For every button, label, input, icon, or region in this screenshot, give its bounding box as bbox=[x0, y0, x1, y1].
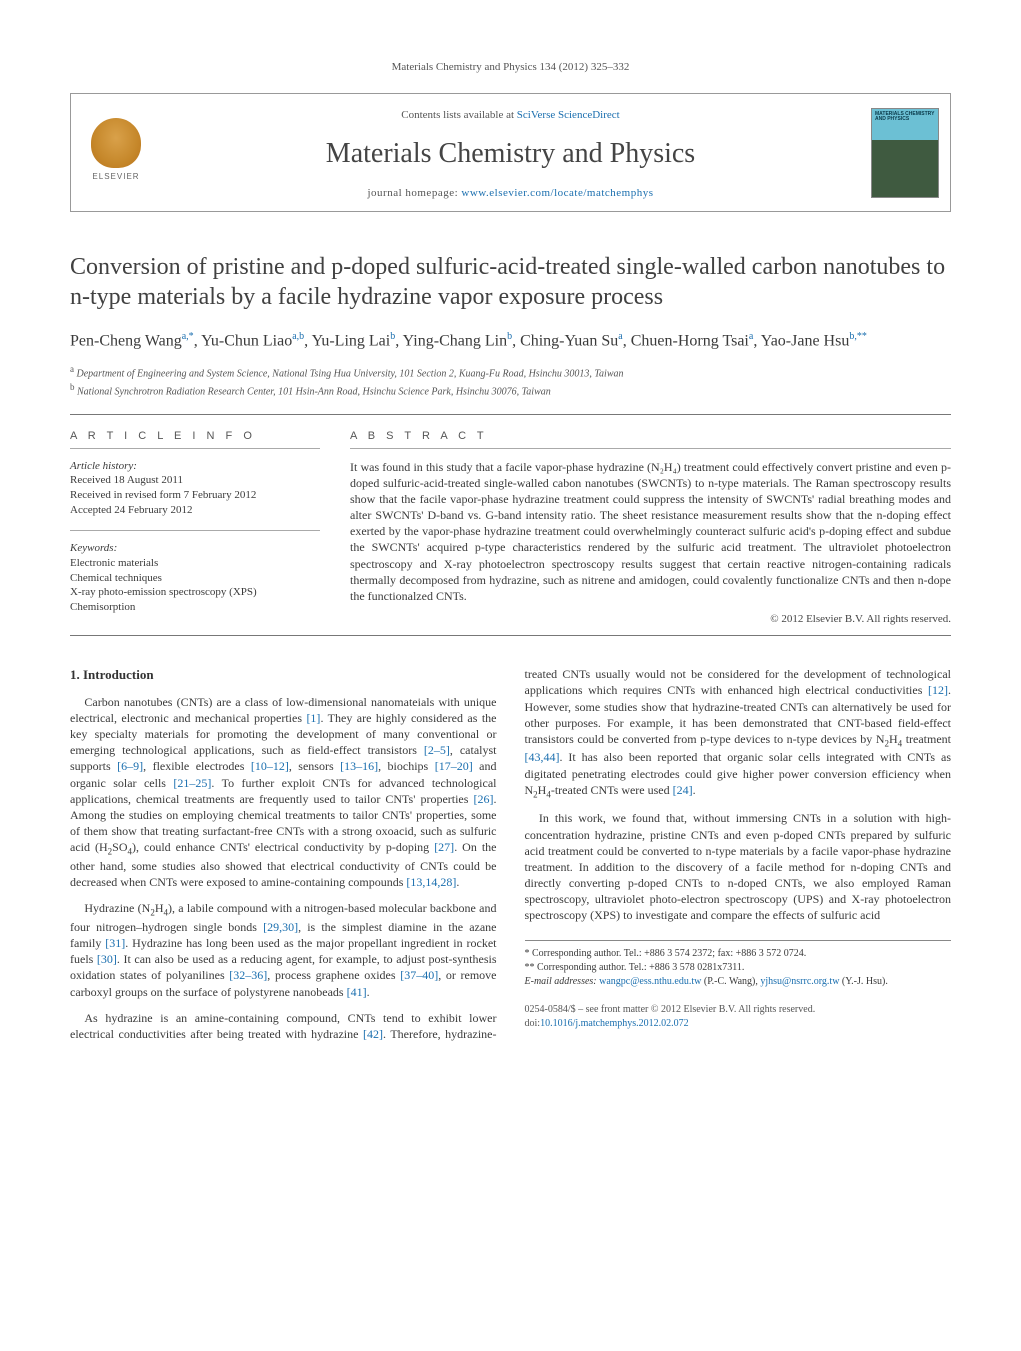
citation-ref-link[interactable]: [6–9] bbox=[117, 759, 143, 773]
keywords-list: Electronic materialsChemical techniquesX… bbox=[70, 556, 320, 615]
journal-homepage-line: journal homepage: www.elsevier.com/locat… bbox=[171, 186, 850, 201]
elsevier-logo-text: ELSEVIER bbox=[92, 172, 139, 183]
elsevier-tree-icon bbox=[91, 118, 141, 168]
email-name-1: (P.-C. Wang), bbox=[704, 976, 758, 987]
masthead-center: Contents lists available at SciVerse Sci… bbox=[161, 94, 860, 211]
citation-ref-link[interactable]: [30] bbox=[97, 952, 117, 966]
keyword-item: Chemisorption bbox=[70, 600, 320, 615]
citation-ref-link[interactable]: [10–12] bbox=[251, 759, 289, 773]
homepage-prefix: journal homepage: bbox=[367, 187, 461, 199]
publisher-logo-cell: ELSEVIER bbox=[71, 94, 161, 211]
footnotes: * Corresponding author. Tel.: +886 3 574… bbox=[525, 940, 952, 989]
abstract-copyright: © 2012 Elsevier B.V. All rights reserved… bbox=[350, 612, 951, 627]
keywords-label: Keywords: bbox=[70, 541, 320, 556]
doi-link[interactable]: 10.1016/j.matchemphys.2012.02.072 bbox=[540, 1018, 689, 1029]
horizontal-rule bbox=[70, 414, 951, 415]
article-history: Article history: Received 18 August 2011… bbox=[70, 459, 320, 518]
citation-ref-link[interactable]: [1] bbox=[306, 711, 320, 725]
horizontal-rule bbox=[350, 448, 951, 449]
history-received: Received 18 August 2011 bbox=[70, 473, 320, 488]
citation-ref-link[interactable]: [41] bbox=[347, 985, 367, 999]
history-accepted: Accepted 24 February 2012 bbox=[70, 503, 320, 518]
email-name-2: (Y.-J. Hsu). bbox=[842, 976, 888, 987]
body-paragraph: In this work, we found that, without imm… bbox=[525, 810, 952, 923]
section-heading-intro: 1. Introduction bbox=[70, 666, 497, 684]
citation-ref-link[interactable]: [13,14,28] bbox=[406, 875, 456, 889]
doi-line: doi:10.1016/j.matchemphys.2012.02.072 bbox=[525, 1017, 952, 1031]
corresponding-author-2: ** Corresponding author. Tel.: +886 3 57… bbox=[525, 961, 952, 975]
citation-ref-link[interactable]: [42] bbox=[363, 1027, 383, 1041]
article-title: Conversion of pristine and p-doped sulfu… bbox=[70, 252, 951, 312]
journal-name: Materials Chemistry and Physics bbox=[171, 135, 850, 173]
citation-ref-link[interactable]: [29,30] bbox=[263, 920, 298, 934]
citation-ref-link[interactable]: [43,44] bbox=[525, 750, 560, 764]
affiliations: a Department of Engineering and System S… bbox=[70, 363, 951, 400]
horizontal-rule bbox=[70, 530, 320, 531]
abstract-heading: A B S T R A C T bbox=[350, 429, 951, 444]
doi-prefix: doi: bbox=[525, 1018, 541, 1029]
contents-available-line: Contents lists available at SciVerse Sci… bbox=[171, 108, 850, 123]
footer-meta: 0254-0584/$ – see front matter © 2012 El… bbox=[525, 1003, 952, 1031]
journal-cover-thumbnail: MATERIALS CHEMISTRY AND PHYSICS bbox=[871, 108, 939, 198]
citation-ref-link[interactable]: [26] bbox=[474, 792, 494, 806]
email-link-2[interactable]: yjhsu@nsrrc.org.tw bbox=[760, 976, 839, 987]
affiliation-line: a Department of Engineering and System S… bbox=[70, 363, 951, 381]
keyword-item: Electronic materials bbox=[70, 556, 320, 571]
affiliation-line: b National Synchrotron Radiation Researc… bbox=[70, 381, 951, 399]
authors-list: Pen-Cheng Wanga,*, Yu-Chun Liaoa,b, Yu-L… bbox=[70, 330, 951, 353]
contents-prefix: Contents lists available at bbox=[401, 109, 516, 121]
keywords-block: Keywords: Electronic materialsChemical t… bbox=[70, 541, 320, 615]
article-info-block: A R T I C L E I N F O Article history: R… bbox=[70, 429, 320, 627]
front-matter-line: 0254-0584/$ – see front matter © 2012 El… bbox=[525, 1003, 952, 1017]
horizontal-rule bbox=[70, 635, 951, 636]
abstract-text: It was found in this study that a facile… bbox=[350, 459, 951, 605]
keyword-item: X-ray photo-emission spectroscopy (XPS) bbox=[70, 585, 320, 600]
citation-ref-link[interactable]: [13–16] bbox=[340, 759, 378, 773]
citation-ref-link[interactable]: [32–36] bbox=[229, 968, 267, 982]
history-label: Article history: bbox=[70, 459, 320, 474]
article-info-heading: A R T I C L E I N F O bbox=[70, 429, 320, 444]
journal-homepage-link[interactable]: www.elsevier.com/locate/matchemphys bbox=[461, 187, 653, 199]
elsevier-logo: ELSEVIER bbox=[86, 118, 146, 188]
citation-ref-link[interactable]: [17–20] bbox=[435, 759, 473, 773]
horizontal-rule bbox=[70, 448, 320, 449]
cover-title-text: MATERIALS CHEMISTRY AND PHYSICS bbox=[875, 112, 935, 123]
journal-masthead: ELSEVIER Contents lists available at Sci… bbox=[70, 93, 951, 212]
keyword-item: Chemical techniques bbox=[70, 571, 320, 586]
body-paragraph: Carbon nanotubes (CNTs) are a class of l… bbox=[70, 694, 497, 891]
sciencedirect-link[interactable]: SciVerse ScienceDirect bbox=[517, 109, 620, 121]
citation-ref-link[interactable]: [12] bbox=[928, 683, 948, 697]
abstract-block: A B S T R A C T It was found in this stu… bbox=[350, 429, 951, 627]
citation-ref-link[interactable]: [21–25] bbox=[173, 776, 211, 790]
citation-ref-link[interactable]: [37–40] bbox=[400, 968, 438, 982]
citation-ref-link[interactable]: [31] bbox=[105, 936, 125, 950]
history-revised: Received in revised form 7 February 2012 bbox=[70, 488, 320, 503]
citation-ref-link[interactable]: [27] bbox=[434, 840, 454, 854]
citation-ref-link[interactable]: [2–5] bbox=[424, 743, 450, 757]
email-label: E-mail addresses: bbox=[525, 976, 597, 987]
body-text-columns: 1. Introduction Carbon nanotubes (CNTs) … bbox=[70, 666, 951, 1042]
email-link-1[interactable]: wangpc@ess.nthu.edu.tw bbox=[599, 976, 701, 987]
body-paragraph: Hydrazine (N2H4), a labile compound with… bbox=[70, 900, 497, 999]
journal-cover-cell: MATERIALS CHEMISTRY AND PHYSICS bbox=[860, 94, 950, 211]
info-abstract-row: A R T I C L E I N F O Article history: R… bbox=[70, 429, 951, 627]
email-addresses: E-mail addresses: wangpc@ess.nthu.edu.tw… bbox=[525, 975, 952, 989]
page-header-citation: Materials Chemistry and Physics 134 (201… bbox=[70, 60, 951, 75]
citation-ref-link[interactable]: [24] bbox=[673, 783, 693, 797]
corresponding-author-1: * Corresponding author. Tel.: +886 3 574… bbox=[525, 947, 952, 961]
